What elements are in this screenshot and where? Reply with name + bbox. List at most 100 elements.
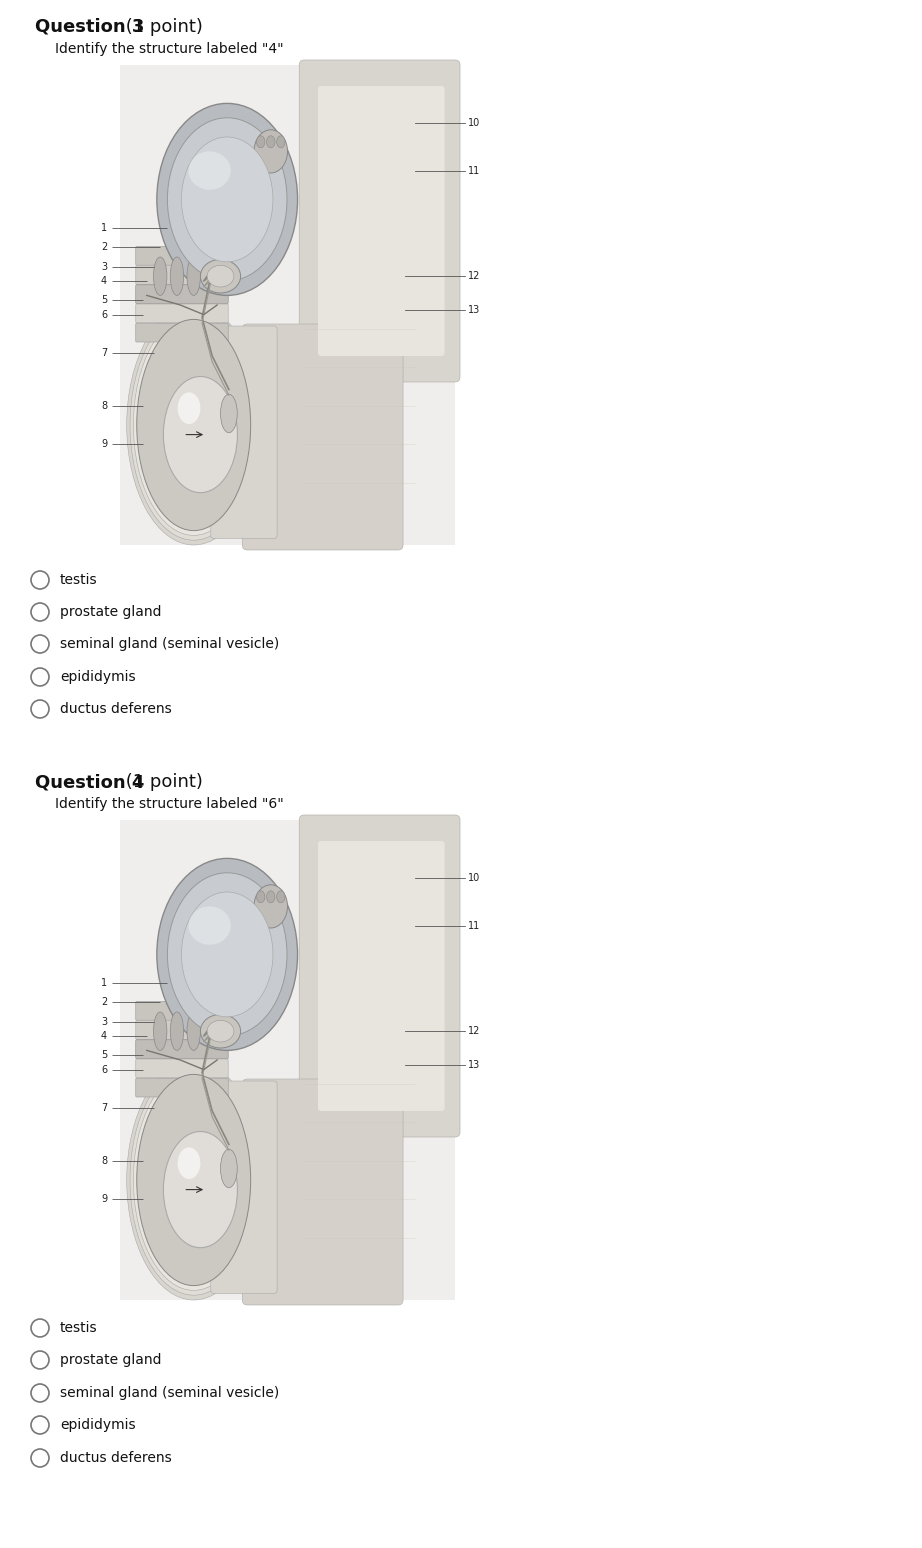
Ellipse shape bbox=[188, 907, 230, 944]
Ellipse shape bbox=[254, 130, 288, 173]
FancyBboxPatch shape bbox=[300, 814, 460, 1136]
FancyBboxPatch shape bbox=[136, 324, 229, 342]
Text: 11: 11 bbox=[468, 921, 480, 930]
Text: 2: 2 bbox=[100, 997, 107, 1008]
Ellipse shape bbox=[130, 1065, 257, 1296]
Text: (1 point): (1 point) bbox=[120, 772, 203, 791]
Ellipse shape bbox=[200, 260, 241, 293]
Text: 2: 2 bbox=[100, 243, 107, 252]
Text: 12: 12 bbox=[468, 1026, 480, 1036]
FancyBboxPatch shape bbox=[211, 1081, 278, 1294]
Text: 8: 8 bbox=[100, 1156, 107, 1166]
Ellipse shape bbox=[168, 118, 287, 282]
Ellipse shape bbox=[277, 890, 285, 902]
Ellipse shape bbox=[207, 1020, 234, 1042]
Text: 8: 8 bbox=[100, 401, 107, 410]
FancyBboxPatch shape bbox=[120, 65, 455, 545]
Ellipse shape bbox=[157, 104, 298, 296]
Text: 10: 10 bbox=[468, 873, 480, 882]
FancyBboxPatch shape bbox=[242, 1079, 403, 1305]
Text: Question 3: Question 3 bbox=[35, 19, 145, 36]
Text: 1: 1 bbox=[100, 978, 107, 988]
Ellipse shape bbox=[153, 1012, 167, 1051]
Ellipse shape bbox=[266, 890, 275, 902]
Text: 11: 11 bbox=[468, 166, 480, 175]
Text: prostate gland: prostate gland bbox=[60, 605, 161, 619]
Ellipse shape bbox=[126, 305, 261, 545]
Ellipse shape bbox=[182, 138, 273, 262]
FancyBboxPatch shape bbox=[136, 1059, 229, 1077]
Ellipse shape bbox=[256, 136, 265, 147]
Text: 4: 4 bbox=[100, 276, 107, 286]
FancyBboxPatch shape bbox=[120, 820, 455, 1300]
Ellipse shape bbox=[171, 257, 183, 296]
Ellipse shape bbox=[136, 319, 251, 531]
Text: 5: 5 bbox=[100, 296, 107, 305]
Ellipse shape bbox=[266, 136, 275, 147]
Ellipse shape bbox=[178, 1147, 200, 1180]
Ellipse shape bbox=[178, 392, 200, 424]
Text: epididymis: epididymis bbox=[60, 670, 136, 684]
Text: Question 4: Question 4 bbox=[35, 772, 145, 791]
Ellipse shape bbox=[187, 1012, 200, 1051]
Ellipse shape bbox=[136, 1074, 251, 1285]
Text: 1: 1 bbox=[100, 223, 107, 234]
Text: 7: 7 bbox=[100, 348, 107, 358]
Text: testis: testis bbox=[60, 573, 98, 587]
Text: 12: 12 bbox=[468, 271, 480, 282]
Text: 13: 13 bbox=[468, 305, 480, 314]
Text: (1 point): (1 point) bbox=[120, 19, 203, 36]
FancyBboxPatch shape bbox=[318, 87, 444, 356]
Text: prostate gland: prostate gland bbox=[60, 1353, 161, 1367]
Ellipse shape bbox=[163, 1132, 238, 1248]
Text: 4: 4 bbox=[100, 1031, 107, 1040]
Text: 5: 5 bbox=[100, 1050, 107, 1060]
Ellipse shape bbox=[157, 859, 298, 1051]
Ellipse shape bbox=[207, 265, 234, 286]
Text: ductus deferens: ductus deferens bbox=[60, 1450, 171, 1464]
Ellipse shape bbox=[171, 1012, 183, 1051]
Ellipse shape bbox=[182, 892, 273, 1017]
Ellipse shape bbox=[200, 1014, 241, 1048]
Ellipse shape bbox=[277, 136, 285, 147]
Text: 6: 6 bbox=[100, 310, 107, 319]
Text: Identify the structure labeled "4": Identify the structure labeled "4" bbox=[55, 42, 284, 56]
FancyBboxPatch shape bbox=[136, 303, 229, 324]
Ellipse shape bbox=[134, 1070, 254, 1291]
Ellipse shape bbox=[220, 1149, 237, 1187]
Ellipse shape bbox=[187, 257, 200, 296]
Text: testis: testis bbox=[60, 1320, 98, 1334]
FancyBboxPatch shape bbox=[211, 327, 278, 539]
Text: epididymis: epididymis bbox=[60, 1418, 136, 1432]
Text: 13: 13 bbox=[468, 1060, 480, 1070]
FancyBboxPatch shape bbox=[136, 1020, 229, 1039]
Ellipse shape bbox=[130, 310, 257, 540]
Text: 3: 3 bbox=[100, 262, 107, 271]
Text: ductus deferens: ductus deferens bbox=[60, 701, 171, 717]
Ellipse shape bbox=[126, 1060, 261, 1300]
Text: seminal gland (seminal vesicle): seminal gland (seminal vesicle) bbox=[60, 636, 279, 652]
Text: seminal gland (seminal vesicle): seminal gland (seminal vesicle) bbox=[60, 1385, 279, 1399]
FancyBboxPatch shape bbox=[136, 1040, 229, 1059]
Text: Identify the structure labeled "6": Identify the structure labeled "6" bbox=[55, 797, 284, 811]
FancyBboxPatch shape bbox=[136, 1002, 229, 1020]
FancyBboxPatch shape bbox=[136, 1079, 229, 1098]
Text: 7: 7 bbox=[100, 1104, 107, 1113]
FancyBboxPatch shape bbox=[242, 324, 403, 550]
Text: 3: 3 bbox=[100, 1017, 107, 1026]
Text: 6: 6 bbox=[100, 1065, 107, 1074]
Ellipse shape bbox=[256, 890, 265, 902]
FancyBboxPatch shape bbox=[136, 266, 229, 285]
Text: 9: 9 bbox=[100, 440, 107, 449]
FancyBboxPatch shape bbox=[318, 841, 444, 1111]
Text: 10: 10 bbox=[468, 118, 480, 127]
Ellipse shape bbox=[134, 314, 254, 536]
Text: 9: 9 bbox=[100, 1194, 107, 1204]
Ellipse shape bbox=[163, 376, 238, 492]
FancyBboxPatch shape bbox=[136, 246, 229, 265]
Ellipse shape bbox=[220, 395, 237, 433]
FancyBboxPatch shape bbox=[136, 285, 229, 303]
Ellipse shape bbox=[188, 152, 230, 190]
Ellipse shape bbox=[254, 885, 288, 927]
Ellipse shape bbox=[153, 257, 167, 296]
